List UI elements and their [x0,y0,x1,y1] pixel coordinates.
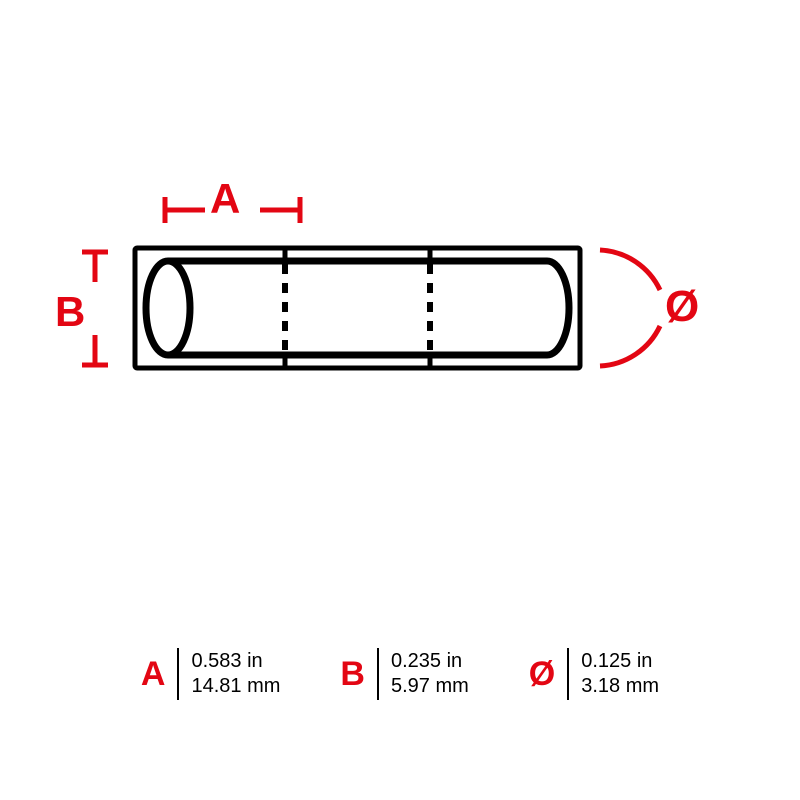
legend-letter: Ø [529,655,555,694]
legend-divider [177,648,179,700]
diagram-svg [0,0,800,520]
legend-item-diameter: Ø 0.125 in 3.18 mm [529,648,659,700]
legend-letter: A [141,655,166,694]
legend-divider [567,648,569,700]
legend-value-in: 0.125 in [581,649,659,674]
dimension-legend: A 0.583 in 14.81 mm B 0.235 in 5.97 mm Ø… [0,648,800,700]
dim-diameter-label: Ø [665,282,699,332]
dimension-diameter-marker [600,250,660,366]
cylinder-right-cap [547,261,569,355]
legend-letter: B [340,655,365,694]
legend-value-mm: 14.81 mm [191,674,280,699]
legend-value-mm: 5.97 mm [391,674,469,699]
dimension-diagram: A B Ø A 0.583 in 14.81 mm B 0.235 in 5.9… [0,0,800,800]
legend-item-b: B 0.235 in 5.97 mm [340,648,468,700]
dim-b-label: B [55,288,85,336]
legend-value-mm: 3.18 mm [581,674,659,699]
cylinder-left-cap [146,261,190,355]
dimension-b-marker [82,252,108,365]
legend-values: 0.583 in 14.81 mm [191,649,280,699]
legend-values: 0.125 in 3.18 mm [581,649,659,699]
legend-values: 0.235 in 5.97 mm [391,649,469,699]
dim-a-label: A [210,175,240,223]
legend-divider [377,648,379,700]
legend-value-in: 0.235 in [391,649,469,674]
legend-value-in: 0.583 in [191,649,280,674]
outer-rect [135,248,580,368]
legend-item-a: A 0.583 in 14.81 mm [141,648,281,700]
